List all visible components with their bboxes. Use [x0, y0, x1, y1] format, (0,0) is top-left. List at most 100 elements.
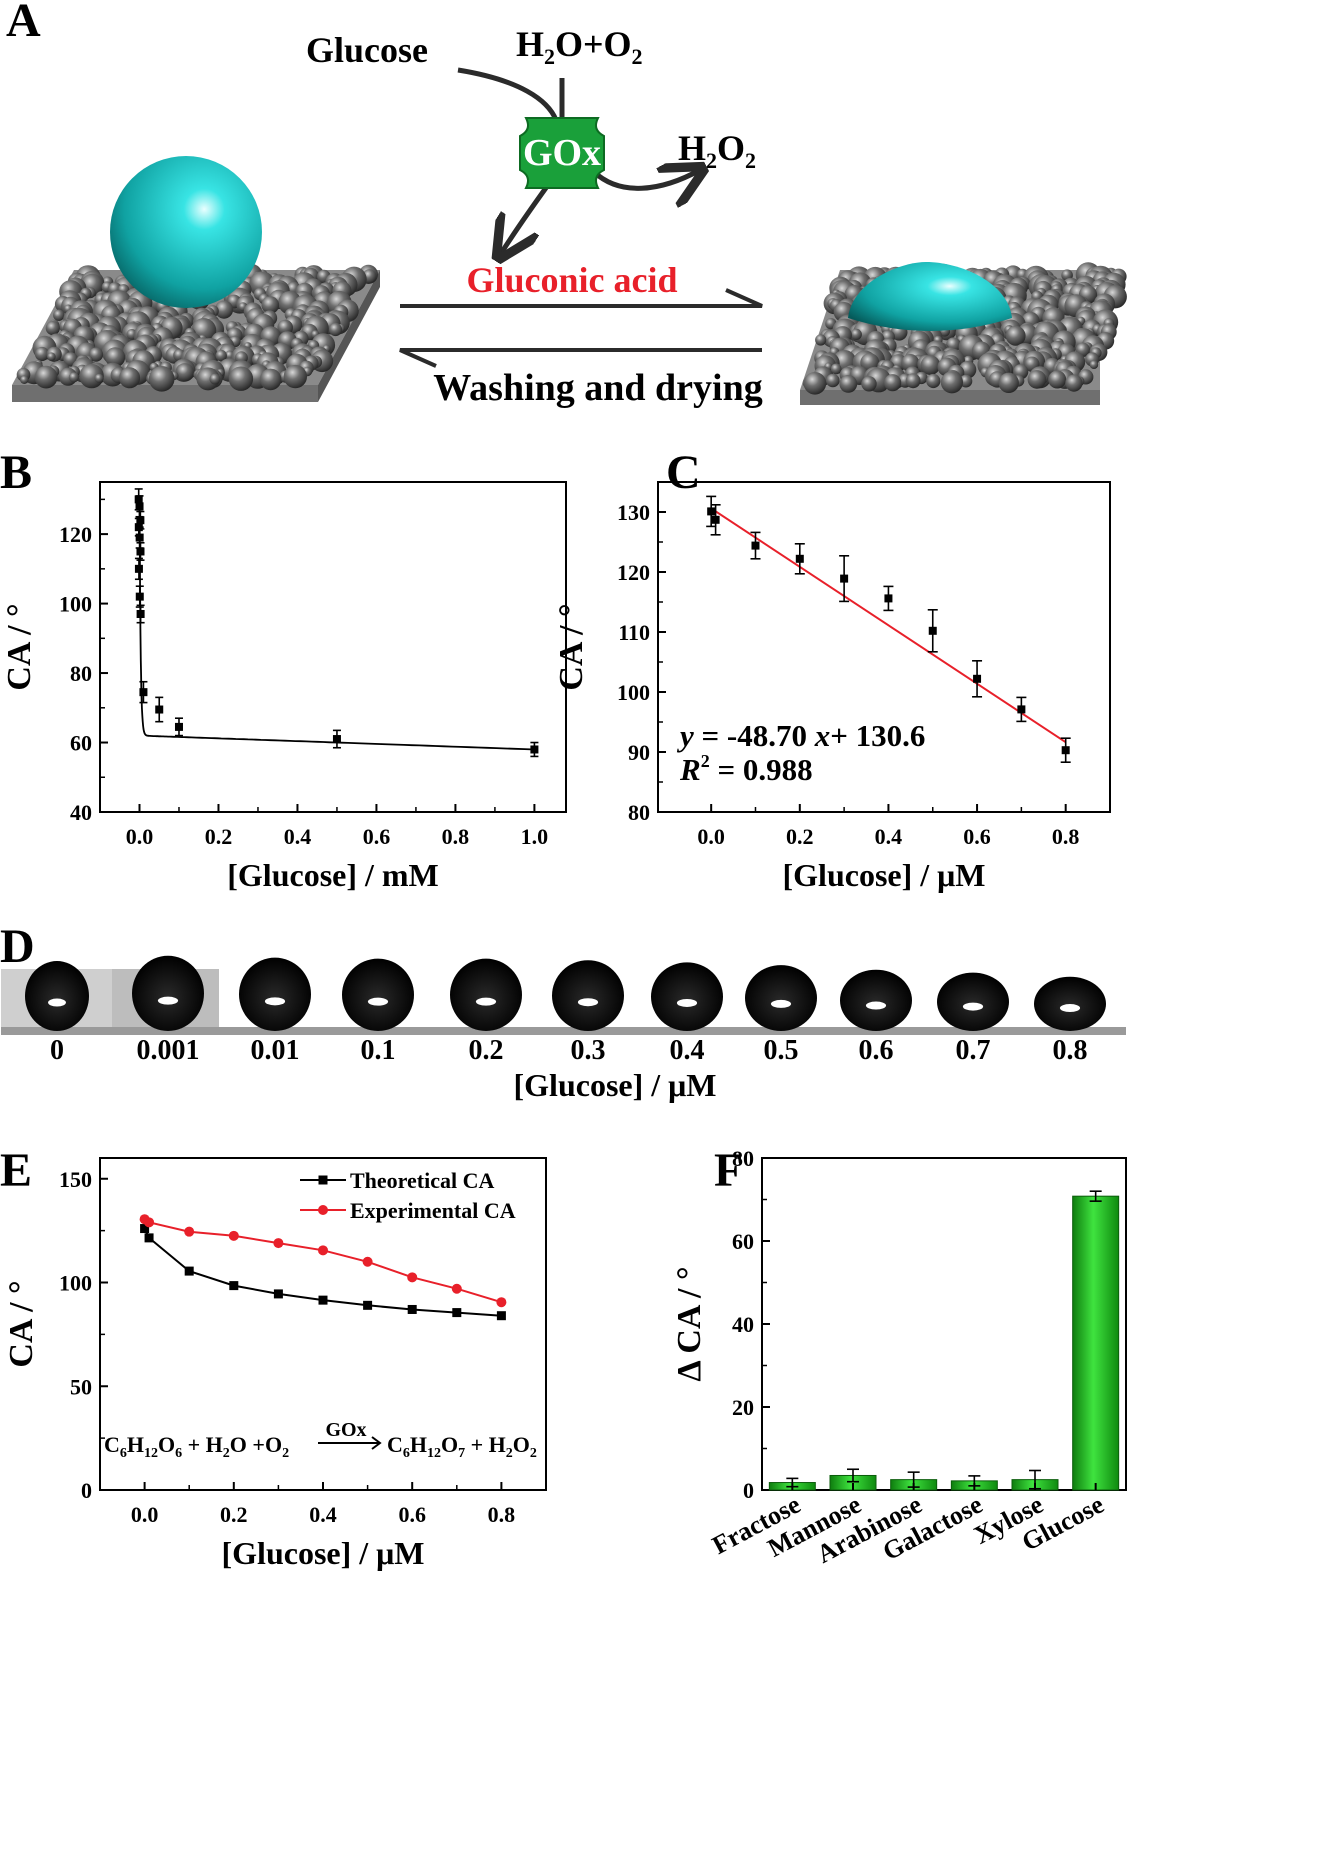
bead	[1048, 370, 1067, 389]
data-point	[332, 735, 341, 744]
x-tick-label: 0.0	[131, 1502, 159, 1527]
bead	[119, 367, 141, 389]
svg-text:C6H12O7 + H2O2: C6H12O7 + H2O2	[387, 1432, 537, 1461]
bead	[328, 322, 343, 337]
equation-arrow	[318, 1436, 382, 1450]
data-point	[136, 610, 145, 618]
x-axis-label: [Glucose] / μM	[783, 857, 986, 893]
x-tick-label: 0.6	[398, 1502, 426, 1527]
x-tick-label: 0.6	[363, 824, 391, 849]
y-axis-label: CA / °	[553, 603, 590, 690]
y-tick-label: 80	[628, 800, 650, 825]
bead	[861, 376, 877, 392]
y-tick-label: 0	[743, 1478, 754, 1503]
reaction-equation: C6H12O6 + H2O +O2 GOx C6H12O7 + H2O2	[104, 1419, 537, 1461]
bead	[998, 372, 1019, 393]
series-marker	[496, 1311, 506, 1321]
glucose-in-curve	[457, 67, 559, 122]
substrate-strip	[532, 1027, 644, 1035]
data-point	[884, 594, 893, 603]
bead	[850, 328, 862, 340]
x-tick-label: 1.0	[521, 824, 549, 849]
nanoparticle-beads-right	[802, 262, 1127, 395]
droplet-conc-label: 0.7	[956, 1035, 991, 1066]
series-marker	[228, 1230, 239, 1241]
droplet-conc-label: 0.8	[1053, 1035, 1088, 1066]
x-tick-label: 0.0	[126, 824, 154, 849]
series-marker	[407, 1272, 418, 1283]
gox-enzyme-shape: GOx	[519, 117, 605, 189]
gox-label: GOx	[523, 132, 601, 174]
data-point	[707, 507, 716, 516]
equation-catalyst: GOx	[325, 1419, 366, 1441]
gluconic-out-arrow	[500, 183, 551, 255]
bead	[47, 352, 56, 362]
spread-droplet-cap	[848, 262, 1012, 331]
droplet-highlight	[676, 998, 698, 1007]
series-line	[143, 1228, 502, 1317]
bead	[209, 373, 221, 385]
bead	[283, 364, 307, 389]
droplet-conc-label: 0.5	[764, 1035, 799, 1066]
y-tick-label: 90	[628, 740, 650, 765]
data-point	[155, 705, 164, 714]
series-marker	[273, 1238, 284, 1249]
reverse-harpoon	[399, 348, 762, 368]
x-tick-label: 0.4	[284, 824, 312, 849]
x-tick-label: 0.0	[697, 824, 725, 849]
droplet	[937, 972, 1009, 1031]
panel-letter-e: E	[0, 1144, 32, 1197]
y-tick-label: 100	[59, 1271, 92, 1296]
substrate-strip	[725, 1027, 837, 1035]
bead	[803, 372, 827, 395]
x-tick-label: 0.2	[205, 824, 233, 849]
data-point	[135, 533, 144, 542]
x-tick-label: 0.8	[442, 824, 470, 849]
data-point	[1061, 746, 1070, 755]
water-oxygen-label: H2O+O2	[516, 24, 643, 69]
bead	[920, 355, 941, 376]
series-marker	[140, 1224, 150, 1234]
data-point	[711, 515, 720, 524]
bead	[215, 349, 227, 362]
bead	[830, 363, 842, 375]
y-axis-label: CA / °	[1, 603, 38, 690]
y-tick-label: 150	[59, 1167, 92, 1192]
droplet-highlight	[157, 996, 179, 1005]
droplet-highlight	[577, 998, 599, 1007]
bead	[88, 347, 104, 362]
data-point	[1017, 705, 1026, 714]
droplet	[450, 958, 522, 1031]
bead	[884, 374, 902, 392]
y-tick-label: 60	[70, 731, 92, 756]
droplet-conc-label: 0	[50, 1035, 64, 1066]
panel-letter-d: D	[0, 920, 35, 973]
data-point	[139, 688, 148, 697]
series-marker	[184, 1226, 195, 1237]
bead	[214, 300, 234, 319]
panel-letter-b: B	[0, 446, 32, 499]
panel-letter-f: F	[714, 1144, 743, 1197]
droplet-conc-label: 0.01	[251, 1035, 300, 1066]
substrate-right	[800, 262, 1127, 405]
data-point	[136, 516, 145, 525]
legend-marker	[318, 1175, 328, 1185]
forward-harpoon	[400, 288, 763, 308]
droplet-highlight	[264, 997, 286, 1006]
bead	[228, 366, 254, 391]
bead	[259, 368, 282, 391]
droplet	[1034, 976, 1106, 1031]
bead	[34, 365, 58, 389]
series-marker	[318, 1295, 328, 1305]
washing-label: Washing and drying	[433, 367, 762, 409]
x-tick-label: 0.6	[963, 824, 991, 849]
glucose-label: Glucose	[306, 30, 428, 70]
bead	[148, 366, 175, 392]
series-marker	[496, 1297, 507, 1308]
panel-letter-c: C	[666, 446, 701, 499]
fit-equation: y = -48.70 x+ 130.6	[676, 718, 925, 753]
bead	[68, 372, 79, 383]
bead	[926, 373, 941, 389]
